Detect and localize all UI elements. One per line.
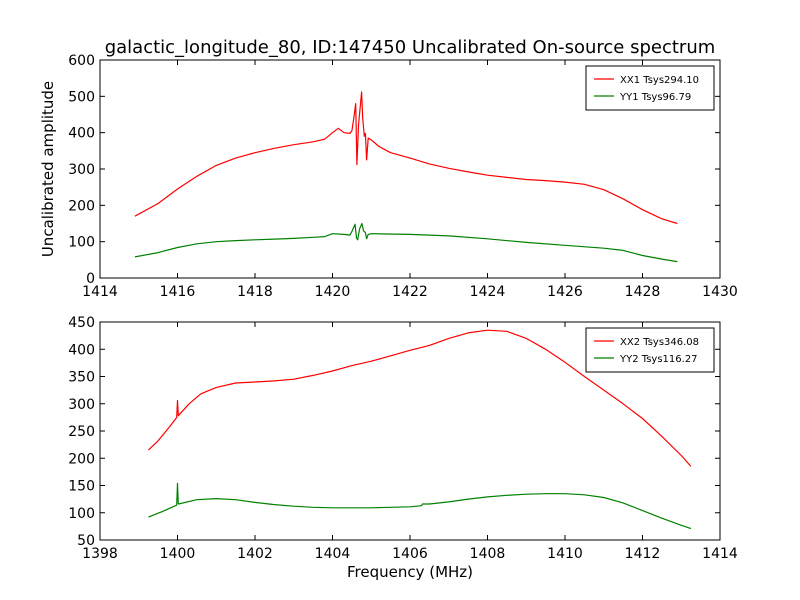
top-x-tick-label: 1416 bbox=[160, 284, 196, 300]
bottom-y-tick-label: 100 bbox=[68, 506, 95, 522]
bottom-y-tick-label: 200 bbox=[68, 451, 95, 467]
top-legend: XX1 Tsys294.10 YY1 Tsys96.79 bbox=[585, 65, 715, 111]
bottom-x-tick-label: 1406 bbox=[392, 546, 428, 562]
top-x-tick-label: 1424 bbox=[470, 284, 506, 300]
bottom-x-tick-label: 1404 bbox=[315, 546, 351, 562]
figure-title: galactic_longitude_80, ID:147450 Uncalib… bbox=[105, 37, 716, 58]
top-x-tick-label: 1414 bbox=[82, 284, 118, 300]
bottom-legend-box bbox=[585, 327, 715, 373]
top-x-tick-label: 1418 bbox=[237, 284, 273, 300]
top-x-tick-label: 1426 bbox=[547, 284, 583, 300]
top-x-tick-label: 1430 bbox=[702, 284, 738, 300]
bottom-series-xx-line bbox=[147, 329, 692, 467]
top-y-tick-label: 500 bbox=[68, 89, 95, 105]
top-y-tick-label: 600 bbox=[68, 53, 95, 69]
bottom-y-tick-label: 350 bbox=[68, 370, 95, 386]
top-y-tick-label: 100 bbox=[68, 235, 95, 251]
top-series-yy-line bbox=[134, 222, 678, 263]
y-axis-label: Uncalibrated amplitude bbox=[39, 81, 57, 257]
x-axis-label: Frequency (MHz) bbox=[347, 563, 473, 581]
bottom-y-tick-label: 50 bbox=[77, 533, 95, 549]
bottom-x-tick-label: 1410 bbox=[547, 546, 583, 562]
top-y-tick-label: 400 bbox=[68, 126, 95, 142]
bottom-y-tick-label: 150 bbox=[68, 479, 95, 495]
bottom-x-tick-label: 1402 bbox=[237, 546, 273, 562]
top-legend-entry: XX1 Tsys294.10 bbox=[620, 75, 699, 86]
plot-bottom: 1398 1400 1402 1404 1406 1408 1410 1412 1414 50 10… bbox=[68, 315, 738, 562]
bottom-y-tick-label: 300 bbox=[68, 397, 95, 413]
top-x-tick-label: 1422 bbox=[392, 284, 428, 300]
top-x-tick-label: 1420 bbox=[315, 284, 351, 300]
bottom-x-tick-label: 1408 bbox=[470, 546, 506, 562]
top-legend-entry: YY1 Tsys96.79 bbox=[619, 92, 691, 103]
plot-top: 1414 1416 1418 1420 1422 1424 1426 1428 1430 0 100… bbox=[68, 53, 738, 300]
bottom-legend-entry: XX2 Tsys346.08 bbox=[620, 337, 699, 348]
top-legend-box bbox=[585, 65, 715, 111]
bottom-y-tick-label: 400 bbox=[68, 342, 95, 358]
bottom-x-tick-label: 1412 bbox=[625, 546, 661, 562]
bottom-x-tick-label: 1398 bbox=[82, 546, 118, 562]
bottom-legend: XX2 Tsys346.08 YY2 Tsys116.27 bbox=[585, 327, 715, 373]
bottom-y-tick-label: 450 bbox=[68, 315, 95, 331]
top-series-xx-line bbox=[134, 91, 678, 225]
top-y-tick-label: 200 bbox=[68, 198, 95, 214]
top-y-tick-label: 0 bbox=[86, 271, 95, 287]
top-x-tick-label: 1428 bbox=[625, 284, 661, 300]
bottom-y-tick-label: 250 bbox=[68, 424, 95, 440]
bottom-x-tick-label: 1414 bbox=[702, 546, 738, 562]
bottom-legend-entry: YY2 Tsys116.27 bbox=[619, 354, 698, 365]
bottom-x-tick-label: 1400 bbox=[160, 546, 196, 562]
top-y-tick-label: 300 bbox=[68, 162, 95, 178]
bottom-series-yy-line bbox=[148, 482, 692, 530]
